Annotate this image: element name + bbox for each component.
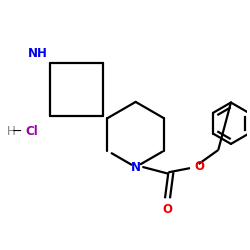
Text: −: − <box>12 125 22 138</box>
Text: H: H <box>7 125 16 138</box>
Text: O: O <box>194 160 204 173</box>
Text: N: N <box>131 160 141 173</box>
Text: NH: NH <box>28 47 47 60</box>
Text: Cl: Cl <box>25 125 38 138</box>
Text: O: O <box>162 204 172 216</box>
